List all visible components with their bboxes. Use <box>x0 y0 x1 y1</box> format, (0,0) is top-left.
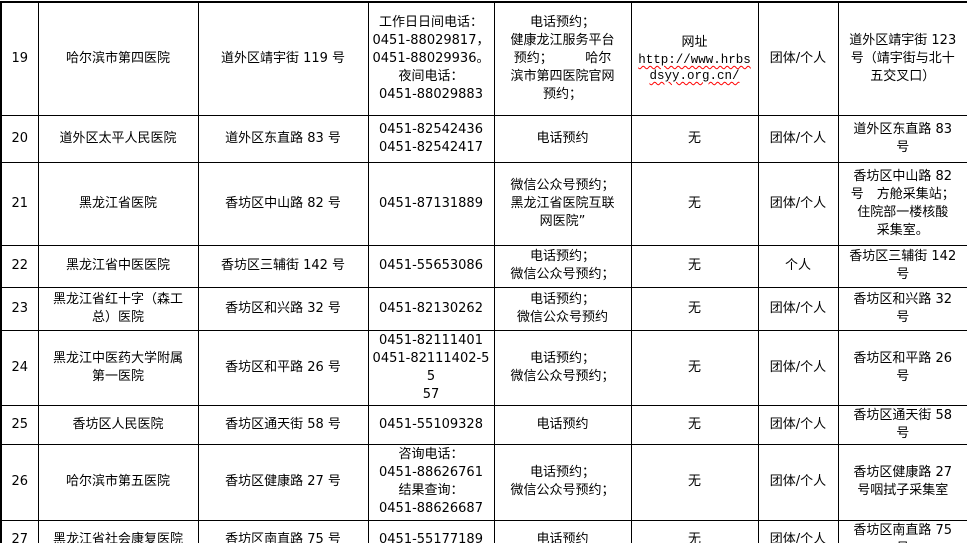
cell-phone-numbers: 咨询电话： 0451-88626761 结果查询： 0451-88626687 <box>367 443 495 521</box>
cell-website: 无 <box>630 161 759 246</box>
cell-website: 无 <box>630 443 759 521</box>
cell-booking-method: 电话预约； 微信公众号预约； <box>493 329 632 406</box>
cell-phone-numbers: 0451-82130262 <box>367 286 495 331</box>
cell-sampling-location: 香坊区和平路 26 号 <box>837 329 967 406</box>
cell-hospital-name: 黑龙江省中医医院 <box>37 244 199 288</box>
cell-serial-number: 25 <box>0 404 39 445</box>
cell-hospital-name: 香坊区人民医院 <box>37 404 199 445</box>
cell-website: 无 <box>630 519 759 543</box>
cell-service-type: 团体/个人 <box>757 404 839 445</box>
cell-hospital-name: 哈尔滨市第五医院 <box>37 443 199 521</box>
table-row: 24 黑龙江中医药大学附属 第一医院 香坊区和平路 26 号 0451-8211140… <box>0 329 967 406</box>
cell-sampling-location: 香坊区通天街 58 号 <box>837 404 967 445</box>
cell-website: 无 <box>630 286 759 331</box>
cell-booking-method: 电话预约； 健康龙江服务平台 预约； 哈尔 滨市第四医院官网 预约； <box>493 1 632 116</box>
cell-service-type: 个人 <box>757 244 839 288</box>
cell-serial-number: 19 <box>0 1 39 116</box>
table-row: 21 黑龙江省医院 香坊区中山路 82 号 0451-87131889 微信公众号预约；… <box>0 161 967 246</box>
cell-website: 无 <box>630 114 759 163</box>
cell-booking-method: 电话预约 <box>493 404 632 445</box>
cell-serial-number: 23 <box>0 286 39 331</box>
cell-service-type: 团体/个人 <box>757 1 839 116</box>
cell-hospital-name: 黑龙江省红十字（森工 总）医院 <box>37 286 199 331</box>
cell-serial-number: 24 <box>0 329 39 406</box>
cell-hospital-address: 香坊区和兴路 32 号 <box>197 286 369 331</box>
cell-hospital-name: 道外区太平人民医院 <box>37 114 199 163</box>
cell-hospital-name: 黑龙江省医院 <box>37 161 199 246</box>
cell-service-type: 团体/个人 <box>757 519 839 543</box>
cell-booking-method: 微信公众号预约； 黑龙江省医院互联 网医院” <box>493 161 632 246</box>
cell-service-type: 团体/个人 <box>757 329 839 406</box>
cell-service-type: 团体/个人 <box>757 161 839 246</box>
cell-serial-number: 21 <box>0 161 39 246</box>
cell-hospital-name: 黑龙江省社会康复医院 <box>37 519 199 543</box>
cell-booking-method: 电话预约； 微信公众号预约 <box>493 286 632 331</box>
cell-booking-method: 电话预约； 微信公众号预约； <box>493 244 632 288</box>
cell-hospital-address: 香坊区和平路 26 号 <box>197 329 369 406</box>
cell-hospital-name: 黑龙江中医药大学附属 第一医院 <box>37 329 199 406</box>
table-row: 19 哈尔滨市第四医院 道外区靖宇街 119 号工作日日间电话： 0451-8802… <box>0 1 967 116</box>
cell-phone-numbers: 0451-87131889 <box>367 161 495 246</box>
cell-sampling-location: 香坊区健康路 27 号咽拭子采集室 <box>837 443 967 521</box>
table-row: 23 黑龙江省红十字（森工 总）医院 香坊区和兴路 32 号 0451-8213026… <box>0 286 967 331</box>
table-row: 27 黑龙江省社会康复医院 香坊区南直路 75 号 0451-55177189 电话预约… <box>0 519 967 543</box>
cell-hospital-address: 道外区靖宇街 119 号 <box>197 1 369 116</box>
cell-booking-method: 电话预约 <box>493 114 632 163</box>
cell-service-type: 团体/个人 <box>757 286 839 331</box>
website-url: http://www.hrbs dsyy.org.cn/ <box>638 52 751 83</box>
cell-serial-number: 20 <box>0 114 39 163</box>
cell-hospital-address: 香坊区中山路 82 号 <box>197 161 369 246</box>
cell-hospital-name: 哈尔滨市第四医院 <box>37 1 199 116</box>
cell-website: 无 <box>630 329 759 406</box>
cell-hospital-address: 香坊区南直路 75 号 <box>197 519 369 543</box>
cell-hospital-address: 香坊区健康路 27 号 <box>197 443 369 521</box>
cell-hospital-address: 道外区东直路 83 号 <box>197 114 369 163</box>
table-row: 25 香坊区人民医院 香坊区通天街 58 号 0451-55109328 电话预约无团体… <box>0 404 967 445</box>
cell-sampling-location: 香坊区和兴路 32 号 <box>837 286 967 331</box>
cell-service-type: 团体/个人 <box>757 443 839 521</box>
cell-service-type: 团体/个人 <box>757 114 839 163</box>
table-row: 26 哈尔滨市第五医院 香坊区健康路 27 号咨询电话： 0451-88626761… <box>0 443 967 521</box>
cell-phone-numbers: 0451-82111401 0451-82111402-55 57 <box>367 329 495 406</box>
cell-phone-numbers: 工作日日间电话： 0451-88029817， 0451-88029936。 夜… <box>367 1 495 116</box>
cell-phone-numbers: 0451-55109328 <box>367 404 495 445</box>
cell-sampling-location: 香坊区南直路 75 号 <box>837 519 967 543</box>
cell-serial-number: 26 <box>0 443 39 521</box>
cell-booking-method: 电话预约 <box>493 519 632 543</box>
table-row: 20 道外区太平人民医院 道外区东直路 83 号 0451-82542436 0451… <box>0 114 967 163</box>
cell-booking-method: 电话预约； 微信公众号预约； <box>493 443 632 521</box>
cell-sampling-location: 道外区靖宇街 123 号（靖宇街与北十 五交叉口） <box>837 1 967 116</box>
cell-sampling-location: 香坊区三辅街 142 号 <box>837 244 967 288</box>
cell-website: 无 <box>630 404 759 445</box>
cell-sampling-location: 香坊区中山路 82 号 方舱采集站； 住院部一楼核酸 采集室。 <box>837 161 967 246</box>
cell-hospital-address: 香坊区三辅街 142 号 <box>197 244 369 288</box>
cell-phone-numbers: 0451-55653086 <box>367 244 495 288</box>
table-row: 22 黑龙江省中医医院 香坊区三辅街 142 号 0451-55653086 电话预约；… <box>0 244 967 288</box>
cell-serial-number: 27 <box>0 519 39 543</box>
cell-sampling-location: 道外区东直路 83 号 <box>837 114 967 163</box>
cell-serial-number: 22 <box>0 244 39 288</box>
cell-phone-numbers: 0451-82542436 0451-82542417 <box>367 114 495 163</box>
cell-website: 无 <box>630 244 759 288</box>
website-label: 网址 <box>681 34 708 50</box>
cell-hospital-address: 香坊区通天街 58 号 <box>197 404 369 445</box>
cell-phone-numbers: 0451-55177189 <box>367 519 495 543</box>
cell-website: 网址 http://www.hrbs dsyy.org.cn/ <box>630 1 759 116</box>
